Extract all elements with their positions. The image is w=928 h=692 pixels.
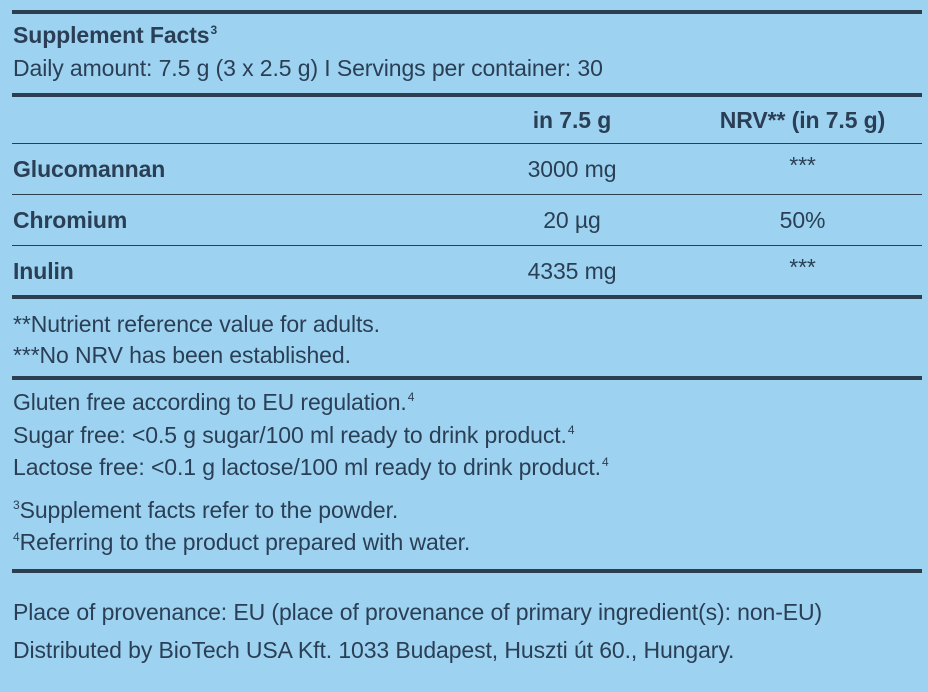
daily-amount-line: Daily amount: 7.5 g (3 x 2.5 g) I Servin… <box>13 55 603 81</box>
gluten-free-claim: Gluten free according to EU regulation.4 <box>13 387 414 421</box>
table-row-name: Chromium <box>13 207 128 233</box>
table-row-amount: 20 µg <box>543 207 601 233</box>
row-divider <box>12 194 922 195</box>
sugar-free-claim: Sugar free: <0.5 g sugar/100 ml ready to… <box>13 420 575 454</box>
sugar-free-text: Sugar free: <0.5 g sugar/100 ml ready to… <box>13 422 567 448</box>
note-3-superscript: 3 <box>13 498 20 512</box>
table-row-amount: 4335 mg <box>527 258 617 284</box>
row-divider <box>12 245 922 246</box>
table-row-nrv: *** <box>789 152 816 178</box>
table-row-name: Glucomannan <box>13 156 166 182</box>
title-superscript: 3 <box>210 23 218 37</box>
claim-superscript: 4 <box>407 390 415 404</box>
table-row-name: Inulin <box>13 258 74 284</box>
distributor-line: Distributed by BioTech USA Kft. 1033 Bud… <box>13 637 735 663</box>
table-bottom-rule <box>12 295 922 299</box>
nrv-footnote: **Nutrient reference value for adults. <box>13 311 380 337</box>
gluten-free-text: Gluten free according to EU regulation. <box>13 389 407 415</box>
row-divider <box>12 143 922 144</box>
bottom-rule <box>12 569 922 573</box>
note-4: 4Referring to the product prepared with … <box>13 527 470 561</box>
header-rule <box>12 93 922 97</box>
table-row-nrv: 50% <box>779 207 826 233</box>
claim-superscript: 4 <box>601 455 609 469</box>
footnote-rule <box>12 376 922 380</box>
claim-superscript: 4 <box>567 423 575 437</box>
provenance-line: Place of provenance: EU (place of proven… <box>13 599 823 625</box>
note-4-superscript: 4 <box>13 530 20 544</box>
top-rule <box>12 10 922 14</box>
table-row-nrv: *** <box>789 254 816 280</box>
column-header-nrv: NRV** (in 7.5 g) <box>719 107 886 133</box>
lactose-free-text: Lactose free: <0.1 g lactose/100 ml read… <box>13 454 601 480</box>
note-3: 3Supplement facts refer to the powder. <box>13 495 398 529</box>
note-3-text: Supplement facts refer to the powder. <box>19 497 399 523</box>
panel-title: Supplement Facts3 <box>13 20 217 54</box>
column-header-amount: in 7.5 g <box>532 107 612 133</box>
no-nrv-footnote: ***No NRV has been established. <box>13 342 351 368</box>
table-row-amount: 3000 mg <box>527 156 617 182</box>
title-text: Supplement Facts <box>13 22 210 48</box>
note-4-text: Referring to the product prepared with w… <box>19 529 471 555</box>
lactose-free-claim: Lactose free: <0.1 g lactose/100 ml read… <box>13 452 609 486</box>
